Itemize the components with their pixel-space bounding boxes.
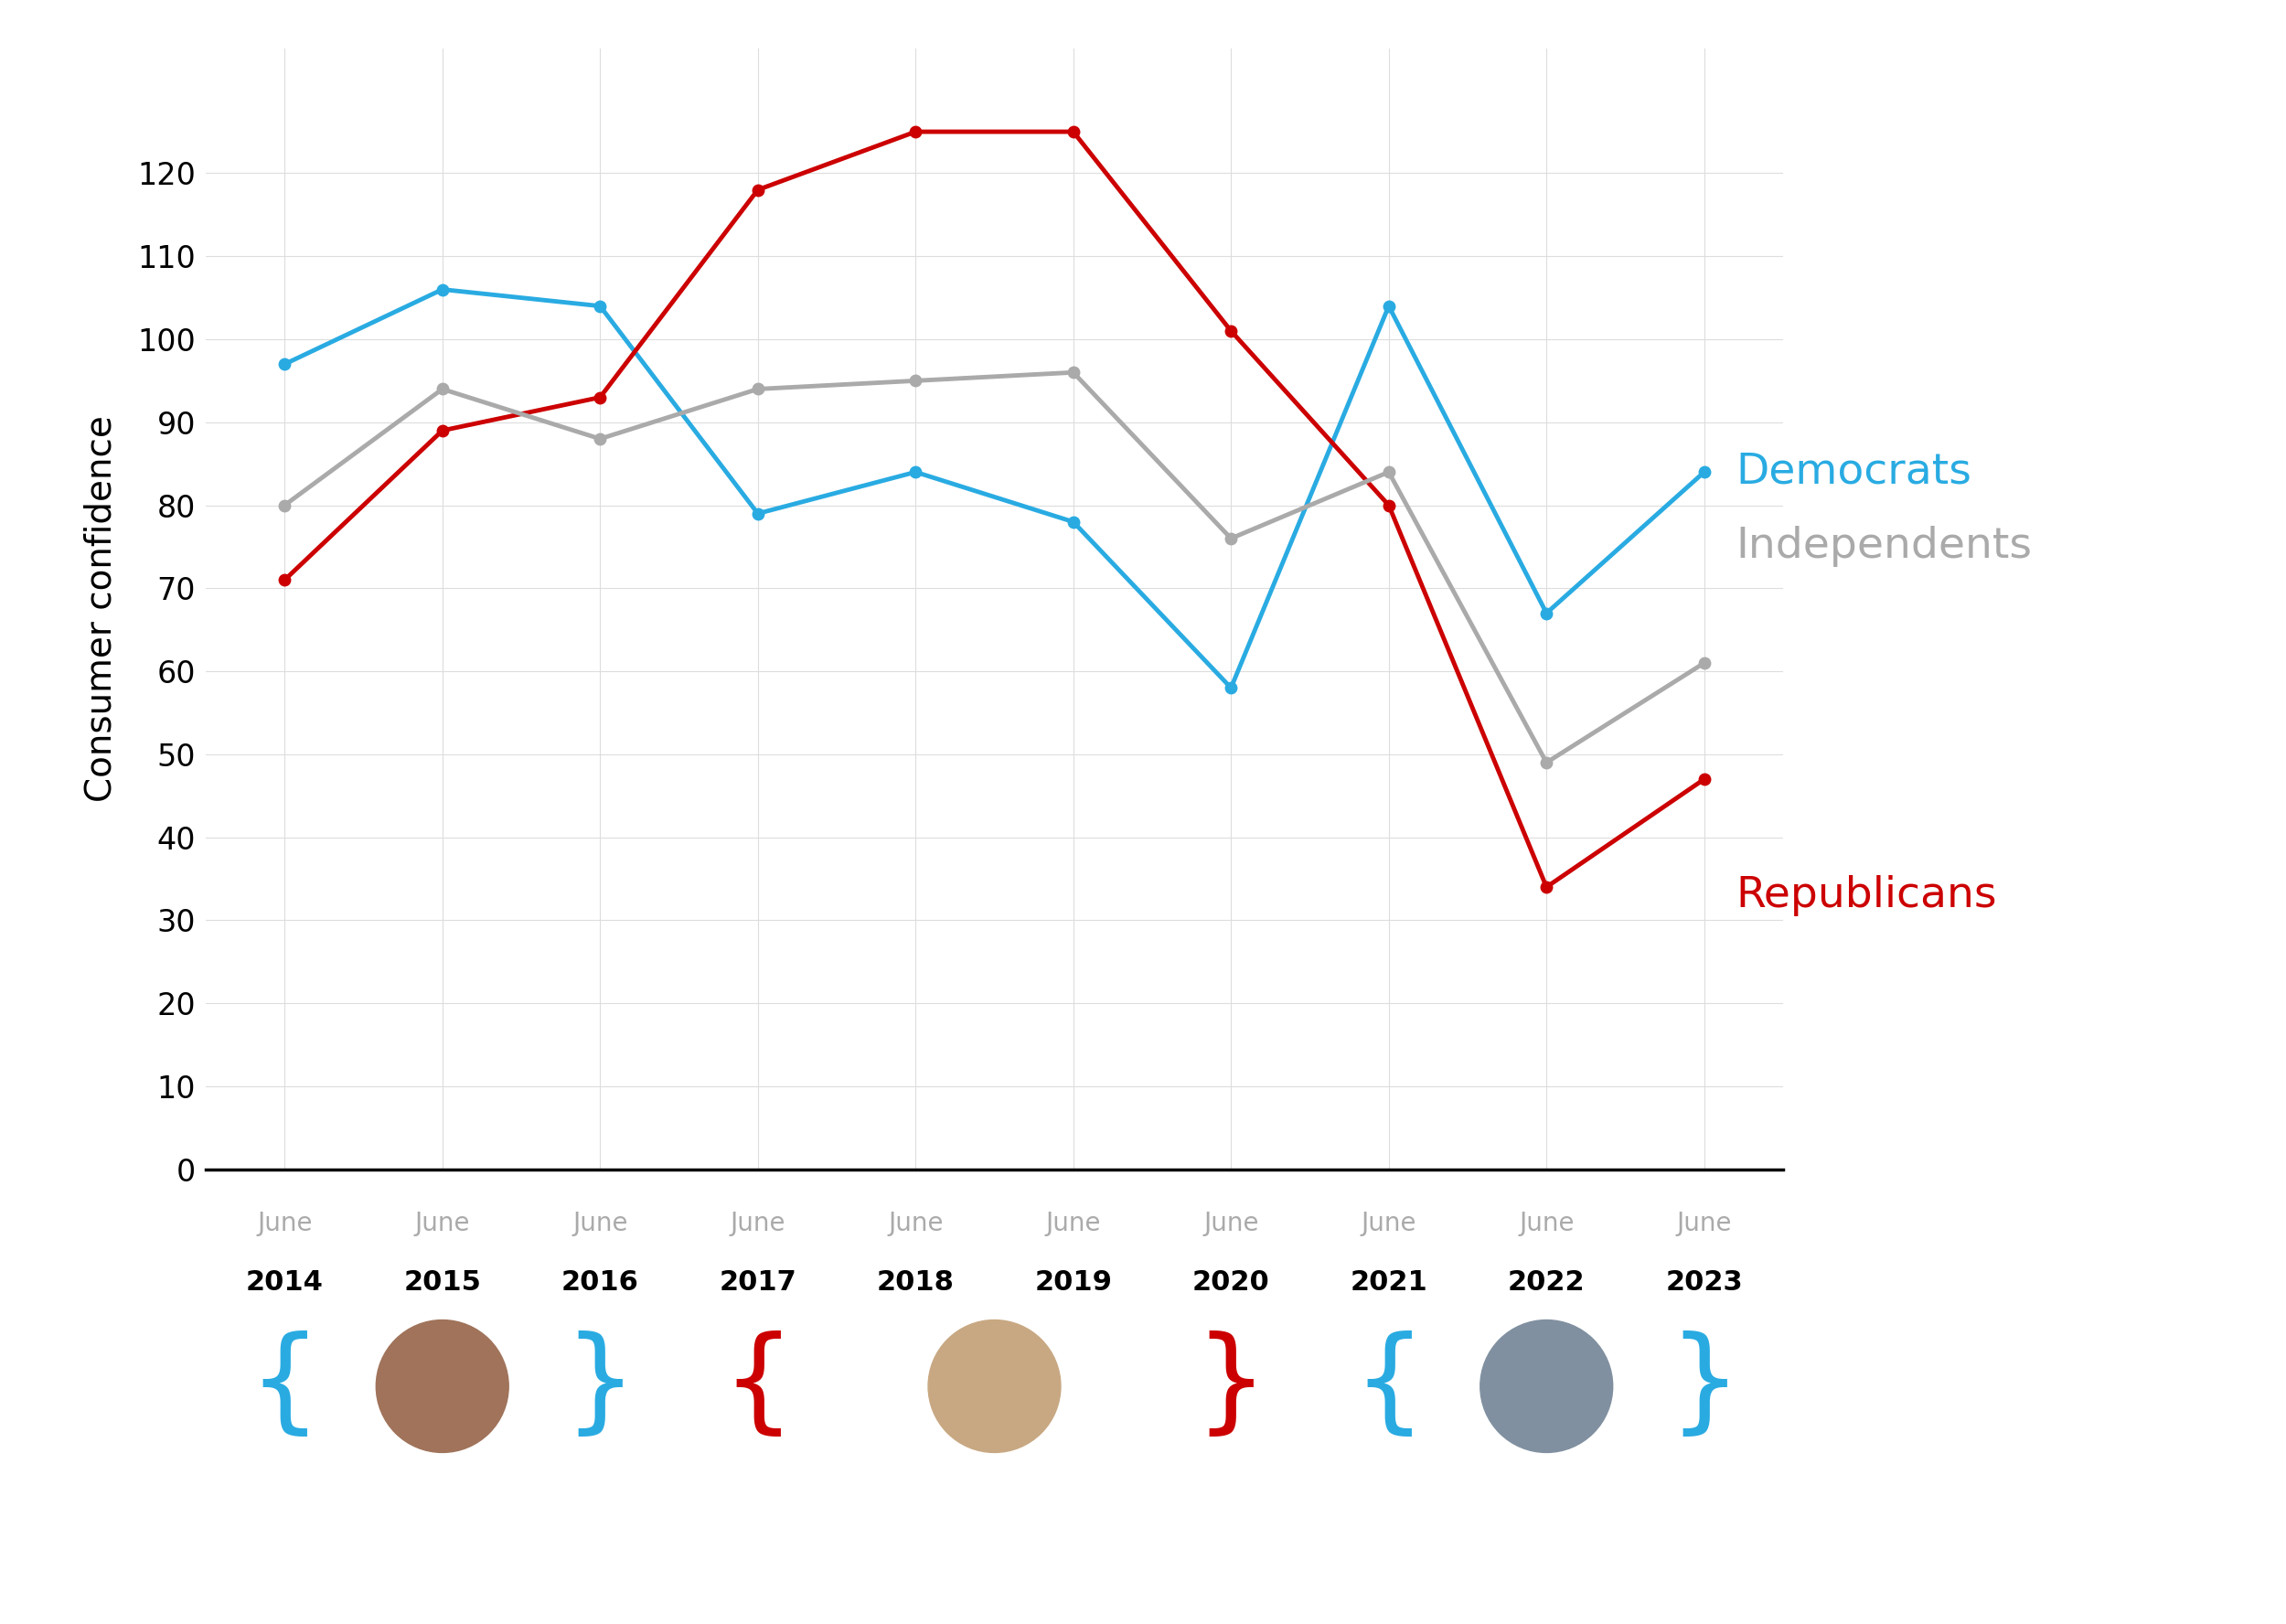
Text: June: June [729,1212,786,1236]
Ellipse shape [928,1320,1061,1452]
Text: 2021: 2021 [1351,1268,1426,1296]
Text: Independents: Independents [1735,526,2032,567]
Text: 2016: 2016 [562,1268,638,1296]
Y-axis label: Consumer confidence: Consumer confidence [82,416,119,802]
Text: 2019: 2019 [1033,1268,1113,1296]
Text: 2017: 2017 [720,1268,796,1296]
Text: {: { [249,1332,320,1442]
Text: 2020: 2020 [1193,1268,1269,1296]
Text: June: June [1676,1212,1733,1236]
Text: June: June [1045,1212,1102,1236]
Text: June: June [572,1212,629,1236]
Text: 2014: 2014 [247,1268,322,1296]
Ellipse shape [1481,1320,1612,1452]
Text: June: June [1518,1212,1575,1236]
Text: 2018: 2018 [878,1268,953,1296]
Text: 2022: 2022 [1509,1268,1584,1296]
Text: June: June [1202,1212,1260,1236]
Text: {: { [1353,1332,1424,1442]
Text: 2015: 2015 [405,1268,480,1296]
Text: June: June [887,1212,944,1236]
Ellipse shape [377,1320,507,1452]
Text: Democrats: Democrats [1735,451,1971,492]
Text: {: { [722,1332,793,1442]
Text: }: } [565,1332,636,1442]
Text: June: June [414,1212,471,1236]
Text: }: } [1196,1332,1266,1442]
Text: June: June [1360,1212,1417,1236]
Text: }: } [1669,1332,1740,1442]
Text: June: June [256,1212,313,1236]
Text: 2023: 2023 [1666,1268,1742,1296]
Text: Republicans: Republicans [1735,875,1998,916]
